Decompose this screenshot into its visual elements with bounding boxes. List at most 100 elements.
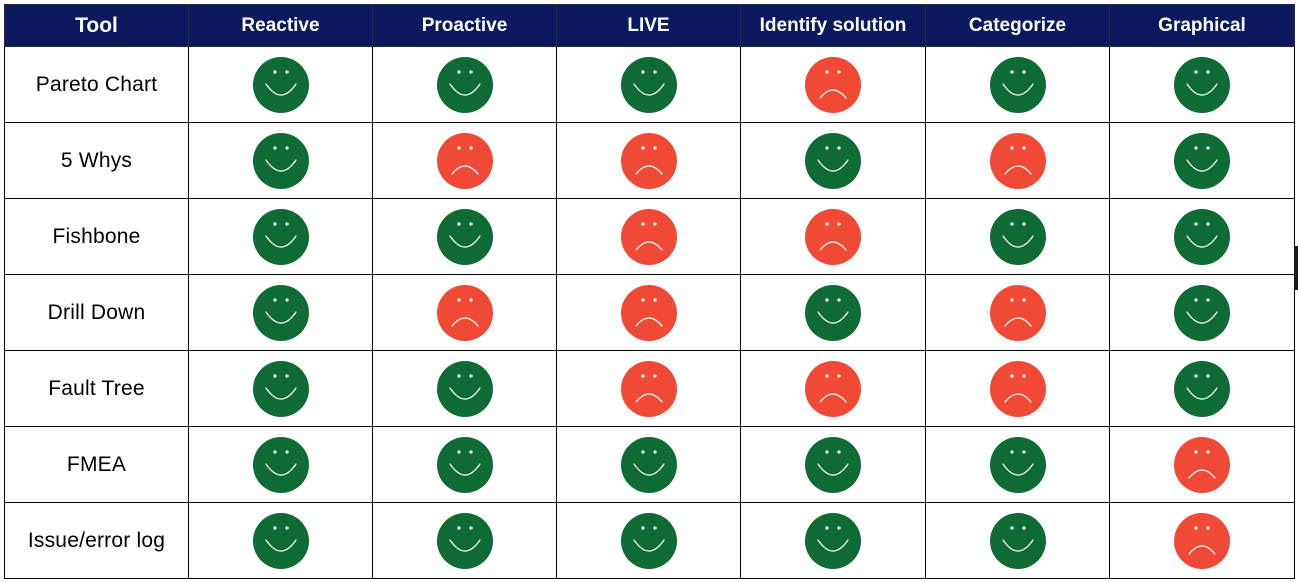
rating-cell — [740, 350, 926, 427]
rating-cell — [925, 274, 1110, 351]
rating-cell — [925, 198, 1110, 275]
rating-cell — [556, 426, 741, 503]
tool-name-cell: Issue/error log — [4, 502, 189, 579]
rating-cell — [925, 426, 1110, 503]
comparison-table-container: Tool Reactive Proactive LIVE Identify so… — [4, 4, 1295, 579]
smiley-face-icon — [805, 132, 861, 189]
rating-cell — [556, 274, 741, 351]
smiley-face-icon — [805, 512, 861, 569]
frowning-face-icon — [620, 284, 677, 341]
tool-name-cell: Pareto Chart — [4, 46, 189, 123]
rating-cell — [925, 502, 1110, 579]
smiley-face-icon — [620, 512, 677, 569]
rating-cell — [1109, 350, 1295, 427]
table-row: Drill Down — [4, 274, 1295, 351]
smiley-face-icon — [1174, 208, 1230, 265]
frowning-face-icon — [1174, 512, 1230, 569]
smiley-face-icon — [436, 208, 493, 265]
rating-cell — [925, 46, 1110, 123]
smiley-face-icon — [436, 436, 493, 493]
smiley-face-icon — [620, 436, 677, 493]
rating-cell — [556, 350, 741, 427]
rating-cell — [740, 198, 926, 275]
smiley-face-icon — [989, 208, 1046, 265]
rating-cell — [1109, 46, 1295, 123]
smiley-face-icon — [989, 436, 1046, 493]
tool-name-cell: Fishbone — [4, 198, 189, 275]
column-header-proactive: Proactive — [372, 4, 557, 47]
rating-cell — [372, 350, 557, 427]
rating-cell — [188, 198, 373, 275]
rating-cell — [372, 46, 557, 123]
smiley-face-icon — [252, 284, 309, 341]
smiley-face-icon — [252, 512, 309, 569]
table-row: Pareto Chart — [4, 46, 1295, 123]
rating-cell — [188, 274, 373, 351]
rating-cell — [372, 502, 557, 579]
rating-cell — [1109, 274, 1295, 351]
table-row: 5 Whys — [4, 122, 1295, 199]
rating-cell — [372, 426, 557, 503]
table-body: Pareto Chart 5 Whys Fishbone Drill Down Faul… — [4, 46, 1295, 579]
rating-cell — [556, 46, 741, 123]
rating-cell — [556, 198, 741, 275]
table-row: FMEA — [4, 426, 1295, 503]
smiley-face-icon — [1174, 132, 1230, 189]
rating-cell — [740, 46, 926, 123]
rating-cell — [188, 502, 373, 579]
smiley-face-icon — [436, 360, 493, 417]
rating-cell — [188, 46, 373, 123]
smiley-face-icon — [252, 208, 309, 265]
smiley-face-icon — [436, 56, 493, 113]
rating-cell — [740, 122, 926, 199]
smiley-face-icon — [436, 512, 493, 569]
rating-cell — [740, 274, 926, 351]
rating-cell — [556, 122, 741, 199]
frowning-face-icon — [989, 132, 1046, 189]
rating-cell — [925, 122, 1110, 199]
frowning-face-icon — [620, 360, 677, 417]
frowning-face-icon — [805, 360, 861, 417]
frowning-face-icon — [989, 284, 1046, 341]
table-row: Fault Tree — [4, 350, 1295, 427]
tool-name-cell: Drill Down — [4, 274, 189, 351]
table-row: Issue/error log — [4, 502, 1295, 579]
frowning-face-icon — [620, 208, 677, 265]
smiley-face-icon — [252, 360, 309, 417]
smiley-face-icon — [252, 56, 309, 113]
edge-marker — [1294, 246, 1298, 290]
rating-cell — [372, 274, 557, 351]
tool-name-cell: Fault Tree — [4, 350, 189, 427]
tool-comparison-table: Tool Reactive Proactive LIVE Identify so… — [4, 4, 1295, 579]
smiley-face-icon — [1174, 284, 1230, 341]
smiley-face-icon — [1174, 360, 1230, 417]
rating-cell — [925, 350, 1110, 427]
column-header-graphical: Graphical — [1109, 4, 1295, 47]
frowning-face-icon — [436, 284, 493, 341]
rating-cell — [372, 122, 557, 199]
frowning-face-icon — [436, 132, 493, 189]
rating-cell — [188, 122, 373, 199]
column-header-reactive: Reactive — [188, 4, 373, 47]
smiley-face-icon — [989, 512, 1046, 569]
smiley-face-icon — [620, 56, 677, 113]
rating-cell — [556, 502, 741, 579]
table-row: Fishbone — [4, 198, 1295, 275]
smiley-face-icon — [252, 436, 309, 493]
rating-cell — [740, 426, 926, 503]
tool-name-cell: 5 Whys — [4, 122, 189, 199]
rating-cell — [1109, 122, 1295, 199]
column-header-categorize: Categorize — [925, 4, 1110, 47]
rating-cell — [188, 426, 373, 503]
rating-cell — [1109, 502, 1295, 579]
rating-cell — [740, 502, 926, 579]
smiley-face-icon — [805, 436, 861, 493]
tool-name-cell: FMEA — [4, 426, 189, 503]
frowning-face-icon — [620, 132, 677, 189]
smiley-face-icon — [805, 284, 861, 341]
column-header-tool: Tool — [4, 4, 189, 47]
rating-cell — [1109, 198, 1295, 275]
smiley-face-icon — [989, 56, 1046, 113]
rating-cell — [1109, 426, 1295, 503]
frowning-face-icon — [989, 360, 1046, 417]
